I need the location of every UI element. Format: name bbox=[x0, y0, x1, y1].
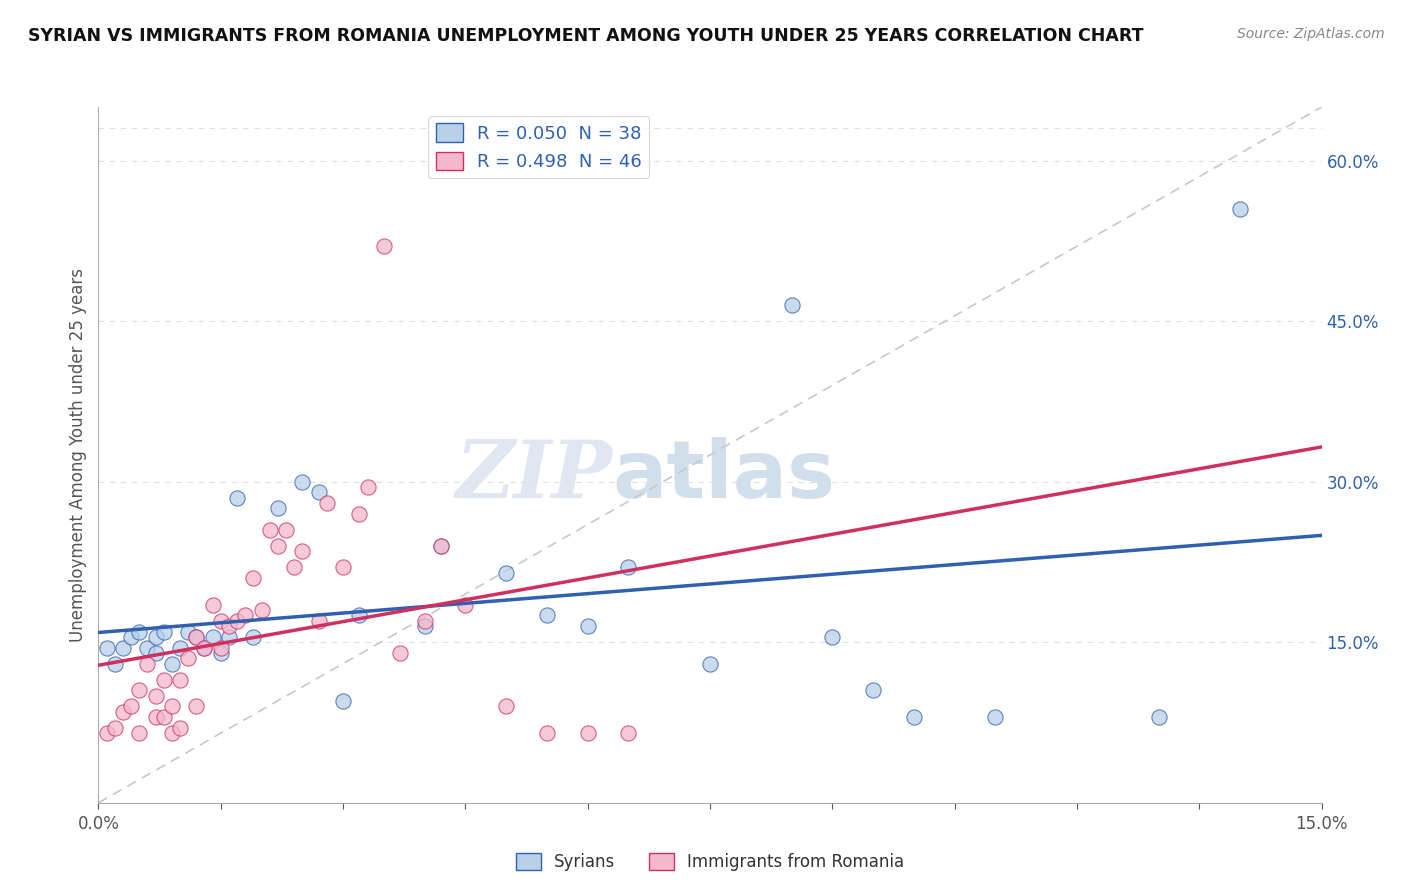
Point bbox=[780, 298, 803, 312]
Point bbox=[193, 640, 215, 655]
Point bbox=[617, 560, 640, 574]
Point bbox=[226, 491, 249, 505]
Point bbox=[291, 544, 314, 558]
Point bbox=[169, 721, 191, 735]
Point bbox=[356, 480, 378, 494]
Point bbox=[495, 699, 517, 714]
Point bbox=[576, 726, 599, 740]
Point bbox=[120, 630, 142, 644]
Point bbox=[233, 608, 256, 623]
Point bbox=[136, 640, 159, 655]
Point bbox=[209, 614, 232, 628]
Point bbox=[250, 603, 273, 617]
Point bbox=[291, 475, 314, 489]
Point bbox=[413, 619, 436, 633]
Point bbox=[308, 485, 330, 500]
Point bbox=[1229, 202, 1251, 216]
Point bbox=[120, 699, 142, 714]
Point bbox=[186, 630, 208, 644]
Point bbox=[699, 657, 721, 671]
Legend: Syrians, Immigrants from Romania: Syrians, Immigrants from Romania bbox=[509, 847, 911, 878]
Point bbox=[259, 523, 281, 537]
Point bbox=[169, 640, 191, 655]
Point bbox=[128, 726, 150, 740]
Point bbox=[389, 646, 412, 660]
Point bbox=[226, 614, 249, 628]
Point bbox=[495, 566, 517, 580]
Point bbox=[349, 507, 371, 521]
Point bbox=[209, 646, 232, 660]
Point bbox=[315, 496, 337, 510]
Point bbox=[145, 689, 167, 703]
Point bbox=[218, 630, 240, 644]
Point bbox=[145, 710, 167, 724]
Point bbox=[104, 721, 127, 735]
Point bbox=[984, 710, 1007, 724]
Point bbox=[536, 726, 558, 740]
Point bbox=[821, 630, 844, 644]
Point bbox=[536, 608, 558, 623]
Point bbox=[145, 646, 167, 660]
Point bbox=[145, 630, 167, 644]
Point bbox=[617, 726, 640, 740]
Point bbox=[136, 657, 159, 671]
Point bbox=[430, 539, 453, 553]
Point bbox=[454, 598, 477, 612]
Point bbox=[201, 598, 224, 612]
Point bbox=[160, 699, 183, 714]
Point bbox=[267, 539, 290, 553]
Point bbox=[96, 640, 118, 655]
Point bbox=[349, 608, 371, 623]
Point bbox=[152, 710, 174, 724]
Text: Source: ZipAtlas.com: Source: ZipAtlas.com bbox=[1237, 27, 1385, 41]
Point bbox=[332, 694, 354, 708]
Point bbox=[169, 673, 191, 687]
Point bbox=[152, 624, 174, 639]
Y-axis label: Unemployment Among Youth under 25 years: Unemployment Among Youth under 25 years bbox=[69, 268, 87, 642]
Point bbox=[862, 683, 884, 698]
Point bbox=[193, 640, 215, 655]
Point bbox=[242, 630, 264, 644]
Text: atlas: atlas bbox=[612, 437, 835, 515]
Point bbox=[308, 614, 330, 628]
Point bbox=[430, 539, 453, 553]
Point bbox=[177, 624, 200, 639]
Point bbox=[160, 657, 183, 671]
Text: SYRIAN VS IMMIGRANTS FROM ROMANIA UNEMPLOYMENT AMONG YOUTH UNDER 25 YEARS CORREL: SYRIAN VS IMMIGRANTS FROM ROMANIA UNEMPL… bbox=[28, 27, 1143, 45]
Point bbox=[186, 699, 208, 714]
Point bbox=[128, 624, 150, 639]
Point bbox=[111, 705, 134, 719]
Text: ZIP: ZIP bbox=[456, 437, 612, 515]
Point bbox=[413, 614, 436, 628]
Point bbox=[283, 560, 305, 574]
Point bbox=[218, 619, 240, 633]
Point bbox=[96, 726, 118, 740]
Point bbox=[128, 683, 150, 698]
Point bbox=[242, 571, 264, 585]
Point bbox=[160, 726, 183, 740]
Point bbox=[209, 640, 232, 655]
Point bbox=[186, 630, 208, 644]
Point bbox=[1147, 710, 1170, 724]
Point bbox=[576, 619, 599, 633]
Point bbox=[201, 630, 224, 644]
Point bbox=[152, 673, 174, 687]
Point bbox=[111, 640, 134, 655]
Point bbox=[267, 501, 290, 516]
Point bbox=[332, 560, 354, 574]
Point bbox=[177, 651, 200, 665]
Point bbox=[104, 657, 127, 671]
Point bbox=[274, 523, 297, 537]
Point bbox=[373, 239, 395, 253]
Point bbox=[903, 710, 925, 724]
